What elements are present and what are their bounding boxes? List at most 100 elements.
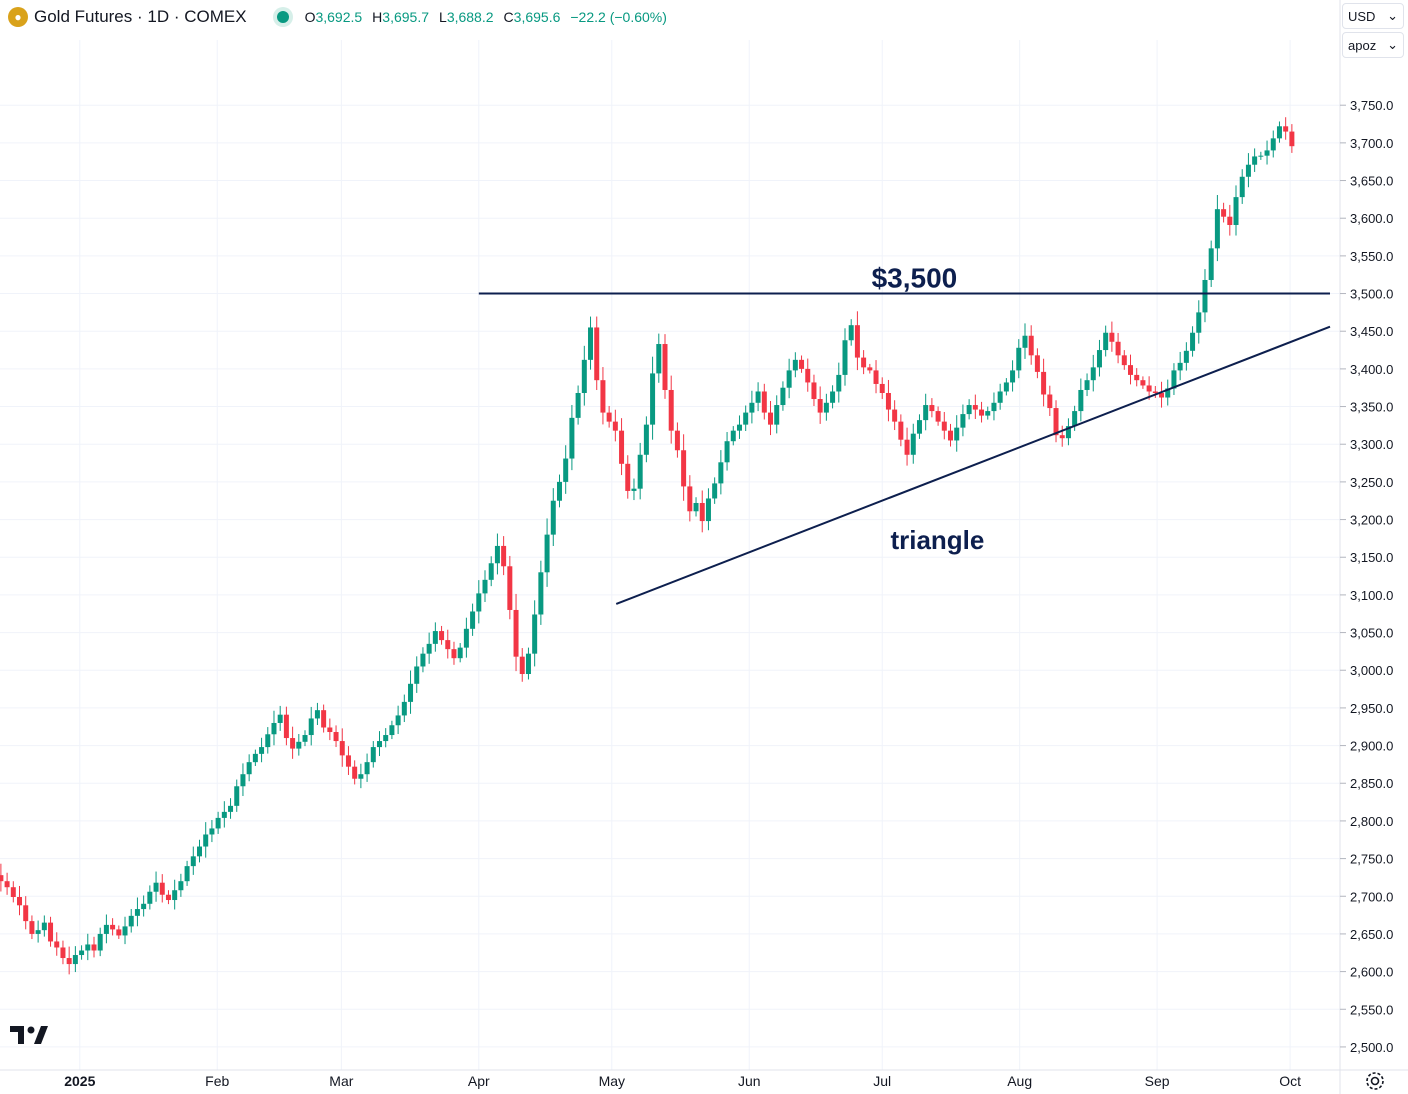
candle — [979, 401, 985, 423]
time-axis[interactable]: 2025 Feb Mar Apr May Jun Jul Aug Sep Oct — [0, 1069, 1408, 1089]
candle — [575, 385, 581, 425]
candle — [1289, 124, 1295, 153]
candle-body — [79, 950, 85, 956]
triangle-trendline — [615, 325, 1331, 605]
candle-body — [432, 631, 438, 644]
candle — [823, 393, 829, 421]
price-tick-label: 2,550.0 — [1350, 1002, 1393, 1017]
candle-body — [867, 367, 873, 371]
candle — [228, 798, 234, 819]
candle-body — [904, 439, 910, 455]
candle — [1059, 425, 1065, 447]
candle — [625, 455, 631, 499]
candle-body — [761, 391, 767, 413]
candle — [215, 811, 221, 834]
candle — [116, 925, 122, 939]
candle-body — [203, 834, 209, 847]
candle — [910, 423, 916, 464]
candle — [1190, 326, 1196, 357]
candle — [470, 603, 476, 636]
candle — [389, 720, 395, 740]
candle — [761, 383, 767, 420]
candle — [792, 352, 798, 378]
candle — [141, 895, 147, 917]
candle-body — [985, 411, 991, 416]
candle — [352, 760, 358, 785]
candle-body — [898, 421, 904, 440]
tradingview-logo-icon[interactable] — [10, 1026, 48, 1048]
candle-body — [1171, 370, 1177, 389]
candle-body — [724, 441, 730, 463]
candle — [134, 897, 140, 927]
candle — [128, 908, 134, 933]
candle-body — [408, 683, 414, 702]
candle — [861, 350, 867, 375]
candle — [594, 316, 600, 391]
candle-body — [308, 718, 314, 736]
candle — [476, 580, 482, 624]
candle-body — [1159, 392, 1165, 398]
candle — [699, 490, 705, 533]
candle-body — [1252, 156, 1258, 165]
unit-select[interactable]: apoz ⌄ — [1342, 32, 1404, 58]
candle-body — [1140, 380, 1146, 386]
candle — [954, 415, 960, 452]
candle-body — [544, 534, 550, 573]
candle-body — [619, 430, 625, 464]
currency-select[interactable]: USD ⌄ — [1342, 3, 1404, 29]
candle — [1121, 350, 1127, 370]
candle — [637, 442, 643, 500]
candle — [17, 885, 23, 916]
candle-body — [23, 905, 29, 922]
candle — [364, 753, 370, 782]
price-axis[interactable]: 2,500.0 2,550.0 2,600.0 2,650.0 2,700.0 2,750… — [1339, 0, 1393, 1094]
candle — [1103, 325, 1109, 357]
candle-body — [768, 412, 774, 425]
settings-gear-icon[interactable] — [1364, 1070, 1386, 1092]
candle-body — [519, 656, 525, 675]
candle — [674, 422, 680, 458]
candle — [159, 874, 165, 903]
candle-body — [283, 714, 289, 739]
candle-body — [134, 909, 140, 916]
candle-body — [954, 427, 960, 441]
candle — [383, 728, 389, 748]
candle-body — [1003, 382, 1009, 392]
candle — [165, 890, 171, 905]
candle — [879, 377, 885, 399]
candle — [445, 629, 451, 659]
candle — [705, 488, 711, 531]
candle-body — [1152, 391, 1158, 393]
candle — [743, 405, 749, 432]
candle-body — [563, 458, 569, 482]
candle — [451, 641, 457, 665]
candle — [650, 356, 656, 440]
candle — [724, 432, 730, 471]
candle-body — [693, 502, 699, 512]
candle-body — [383, 735, 389, 742]
candle — [60, 940, 66, 965]
candle — [556, 474, 562, 508]
candle-body — [147, 891, 153, 904]
candle — [966, 399, 972, 420]
candle — [1010, 360, 1016, 392]
candle — [178, 873, 184, 897]
candle — [668, 375, 674, 444]
candle-body — [588, 327, 594, 360]
symbol-title[interactable]: Gold Futures · 1D · COMEX — [34, 7, 247, 26]
candle-body — [929, 405, 935, 412]
candle — [1041, 358, 1047, 407]
candle — [749, 390, 755, 424]
price-tick-label: 3,650.0 — [1350, 174, 1393, 189]
candle-body — [823, 402, 829, 413]
candle — [271, 710, 277, 746]
candle-body — [364, 762, 370, 775]
candle-body — [1214, 209, 1220, 249]
candle — [1177, 351, 1183, 381]
gold-symbol-icon[interactable]: ● — [8, 7, 28, 27]
candle-body — [488, 563, 494, 580]
candle — [494, 533, 500, 575]
price-tick-label: 2,750.0 — [1350, 852, 1393, 867]
candle-body — [172, 890, 178, 901]
